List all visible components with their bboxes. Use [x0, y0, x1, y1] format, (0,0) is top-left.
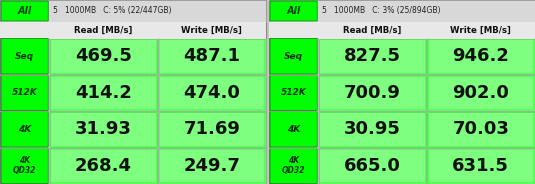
Bar	[159, 149, 264, 182]
Bar	[319, 148, 426, 183]
Bar	[427, 38, 534, 74]
Bar	[319, 75, 426, 111]
FancyBboxPatch shape	[270, 148, 317, 183]
Text: Write [MB/s]: Write [MB/s]	[181, 26, 242, 35]
Bar	[269, 22, 535, 38]
Text: 946.2: 946.2	[453, 47, 509, 65]
Bar	[320, 40, 425, 72]
Bar	[269, 0, 535, 184]
FancyBboxPatch shape	[270, 1, 317, 21]
Bar	[429, 77, 533, 109]
Bar	[429, 40, 533, 72]
Bar	[319, 38, 426, 74]
Bar	[158, 112, 265, 147]
Text: 414.2: 414.2	[75, 84, 132, 102]
Text: 268.4: 268.4	[75, 157, 132, 175]
Bar	[427, 75, 534, 111]
Bar	[429, 113, 533, 146]
Text: 4K
QD32: 4K QD32	[13, 156, 36, 176]
Text: 30.95: 30.95	[344, 120, 401, 138]
Text: 4K
QD32: 4K QD32	[282, 156, 305, 176]
Bar	[158, 38, 265, 74]
Bar	[320, 113, 425, 146]
Text: Seq: Seq	[15, 52, 34, 61]
Bar	[159, 40, 264, 72]
Text: 827.5: 827.5	[344, 47, 401, 65]
Text: 631.5: 631.5	[453, 157, 509, 175]
Bar	[0, 0, 266, 22]
Bar	[0, 0, 266, 184]
Bar	[0, 22, 266, 38]
Text: 249.7: 249.7	[184, 157, 240, 175]
Text: 4K: 4K	[18, 125, 31, 134]
FancyBboxPatch shape	[1, 148, 48, 183]
Bar	[51, 40, 156, 72]
Text: 5   1000MB   C: 5% (22/447GB): 5 1000MB C: 5% (22/447GB)	[53, 6, 172, 15]
Bar	[50, 148, 157, 183]
Bar	[158, 148, 265, 183]
FancyBboxPatch shape	[270, 112, 317, 147]
Bar	[159, 77, 264, 109]
Bar	[158, 75, 265, 111]
FancyBboxPatch shape	[1, 38, 48, 74]
Text: Seq: Seq	[284, 52, 303, 61]
Bar	[320, 149, 425, 182]
Text: 512K: 512K	[281, 88, 307, 97]
Text: 469.5: 469.5	[75, 47, 132, 65]
Bar	[50, 112, 157, 147]
Bar	[429, 149, 533, 182]
Text: Write [MB/s]: Write [MB/s]	[450, 26, 511, 35]
FancyBboxPatch shape	[270, 38, 317, 74]
Text: 4K: 4K	[287, 125, 300, 134]
Text: All: All	[18, 6, 32, 16]
FancyBboxPatch shape	[1, 75, 48, 111]
Text: 700.9: 700.9	[344, 84, 401, 102]
Bar	[427, 112, 534, 147]
Bar	[159, 113, 264, 146]
Text: All: All	[286, 6, 301, 16]
Bar	[51, 149, 156, 182]
Bar	[50, 75, 157, 111]
FancyBboxPatch shape	[1, 112, 48, 147]
Text: 665.0: 665.0	[344, 157, 401, 175]
Text: Read [MB/s]: Read [MB/s]	[343, 26, 402, 35]
Text: 71.69: 71.69	[184, 120, 240, 138]
Text: 487.1: 487.1	[184, 47, 240, 65]
Bar	[320, 77, 425, 109]
Text: 512K: 512K	[12, 88, 37, 97]
Bar	[51, 113, 156, 146]
Bar	[427, 148, 534, 183]
Text: 902.0: 902.0	[453, 84, 509, 102]
FancyBboxPatch shape	[270, 75, 317, 111]
Text: 70.03: 70.03	[453, 120, 509, 138]
FancyBboxPatch shape	[1, 1, 48, 21]
Text: 5   1000MB   C: 3% (25/894GB): 5 1000MB C: 3% (25/894GB)	[322, 6, 441, 15]
Bar	[51, 77, 156, 109]
Text: 474.0: 474.0	[184, 84, 240, 102]
Bar	[319, 112, 426, 147]
Text: 31.93: 31.93	[75, 120, 132, 138]
Text: Read [MB/s]: Read [MB/s]	[74, 26, 133, 35]
Bar	[269, 0, 535, 22]
Bar	[50, 38, 157, 74]
